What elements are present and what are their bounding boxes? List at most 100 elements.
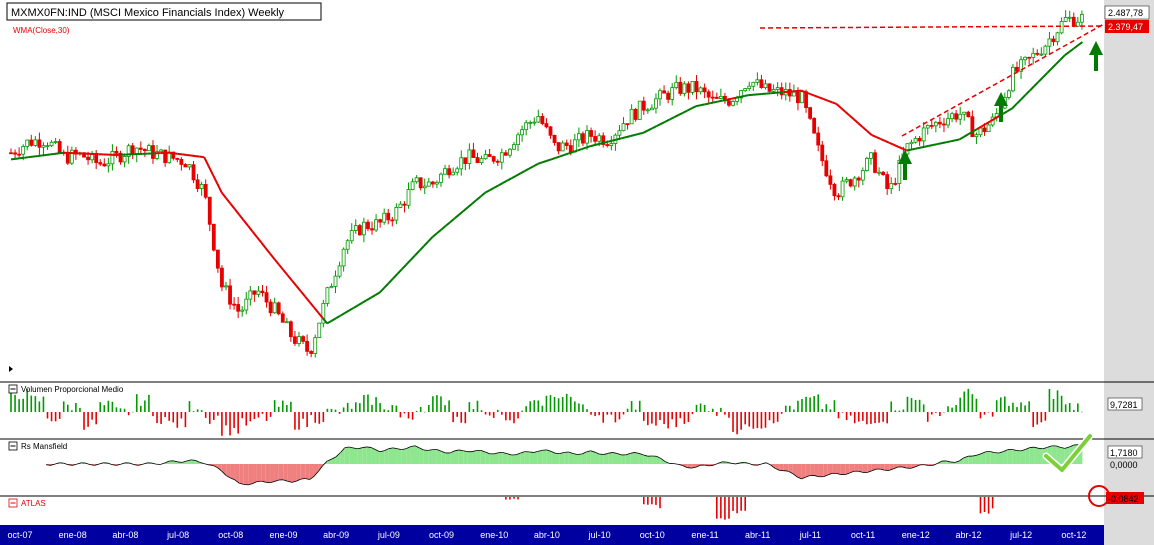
rs-line-segment [195, 460, 200, 463]
wma-segment [585, 145, 591, 149]
volume-bar [651, 412, 653, 424]
rs-line-segment [823, 474, 828, 478]
wma-segment [401, 264, 407, 271]
candle-body [106, 163, 111, 167]
volume-bar [168, 412, 170, 421]
atlas-bar [505, 497, 507, 500]
rs-area-segment [849, 464, 855, 473]
time-axis-label: abr-10 [534, 530, 560, 540]
wma-segment [924, 144, 929, 148]
rs-area-segment [476, 450, 481, 464]
wma-segment [1024, 89, 1031, 96]
candle-body [840, 180, 845, 198]
volume-bar [306, 412, 308, 428]
candle-body [921, 127, 926, 142]
candle-body [228, 285, 232, 305]
volume-bar [529, 401, 532, 412]
volume-bar [736, 412, 738, 435]
candle-body [800, 91, 804, 104]
volume-bar [549, 395, 552, 412]
candle-body [98, 162, 103, 165]
wma-segment [840, 107, 846, 113]
volume-bar [428, 405, 430, 412]
up-arrow-icon [994, 92, 1008, 122]
wma-segment [616, 137, 622, 141]
volume-bar [825, 404, 828, 412]
volume-bar [432, 396, 434, 412]
wma-segment [225, 197, 232, 205]
wma-segment [954, 138, 960, 142]
wma-segment [682, 109, 688, 114]
rs-line-segment [845, 472, 850, 476]
wma-segment [928, 144, 934, 147]
up-arrow-icon [1089, 41, 1103, 71]
rs-area-segment [832, 464, 837, 474]
wma-segment [286, 274, 293, 282]
wma-segment [818, 96, 824, 100]
rs-line-segment [695, 464, 701, 468]
volume-bar [598, 412, 600, 416]
rs-line-segment [744, 461, 749, 464]
rs-area-segment [801, 464, 806, 479]
volume-bar [857, 412, 860, 422]
candle-body [264, 292, 269, 303]
rs-area-segment [494, 452, 499, 464]
wma-segment [581, 146, 587, 150]
wma-segment [409, 254, 416, 261]
rs-line-segment [889, 468, 894, 471]
volume-bar [184, 412, 187, 428]
wma-segment [664, 118, 671, 123]
volume-bar [379, 403, 381, 412]
volume-bar [525, 406, 527, 412]
volume-bar [99, 402, 102, 412]
rs-area-segment [880, 464, 885, 471]
rs-line-segment [85, 462, 91, 466]
volume-bar [269, 412, 272, 417]
candle-body [13, 152, 17, 155]
rs-area-segment [217, 464, 222, 472]
rs-line-segment [577, 453, 582, 455]
rs-line-segment [954, 460, 960, 463]
wma-segment [857, 122, 864, 129]
wma-segment [621, 136, 626, 140]
candle-body [771, 89, 776, 92]
candle-body [45, 145, 50, 148]
wma-segment [1015, 98, 1022, 105]
time-axis-label: oct-07 [7, 530, 32, 540]
wma-segment [638, 131, 644, 135]
scroll-marker-icon[interactable] [9, 366, 13, 372]
wma-segment [919, 145, 925, 149]
volume-bar [399, 412, 402, 418]
wma-segment [50, 152, 56, 156]
volume-bar [1072, 409, 1075, 412]
wma-segment [10, 157, 16, 161]
volume-bar [659, 412, 661, 421]
candle-body [1043, 45, 1048, 55]
rs-area-segment [248, 464, 253, 485]
wma-segment [801, 89, 807, 94]
wma-segment [888, 141, 895, 146]
candle-body [195, 179, 200, 189]
candle-body [362, 221, 366, 236]
volume-bar [119, 408, 122, 412]
volume-bar [711, 408, 714, 412]
wma-segment [229, 203, 236, 210]
candle-body [516, 134, 520, 146]
time-axis-label: abr-08 [112, 530, 138, 540]
wma-segment [568, 151, 574, 155]
candle-body [483, 154, 488, 160]
rs-line-segment [182, 460, 187, 463]
volume-bar [1056, 390, 1059, 412]
rs-line-segment [63, 462, 69, 466]
candle-body [435, 181, 439, 185]
candle-body [763, 83, 768, 89]
up-arrow-icon [898, 150, 912, 180]
volume-bar [407, 412, 410, 419]
candle-body [694, 81, 699, 93]
rs-line-segment [397, 448, 402, 450]
rs-area-segment [428, 449, 433, 464]
rs-line-segment [129, 462, 135, 465]
rs-line-segment [379, 450, 385, 453]
rs-line-segment [1034, 446, 1039, 449]
volume-bar [955, 405, 957, 412]
